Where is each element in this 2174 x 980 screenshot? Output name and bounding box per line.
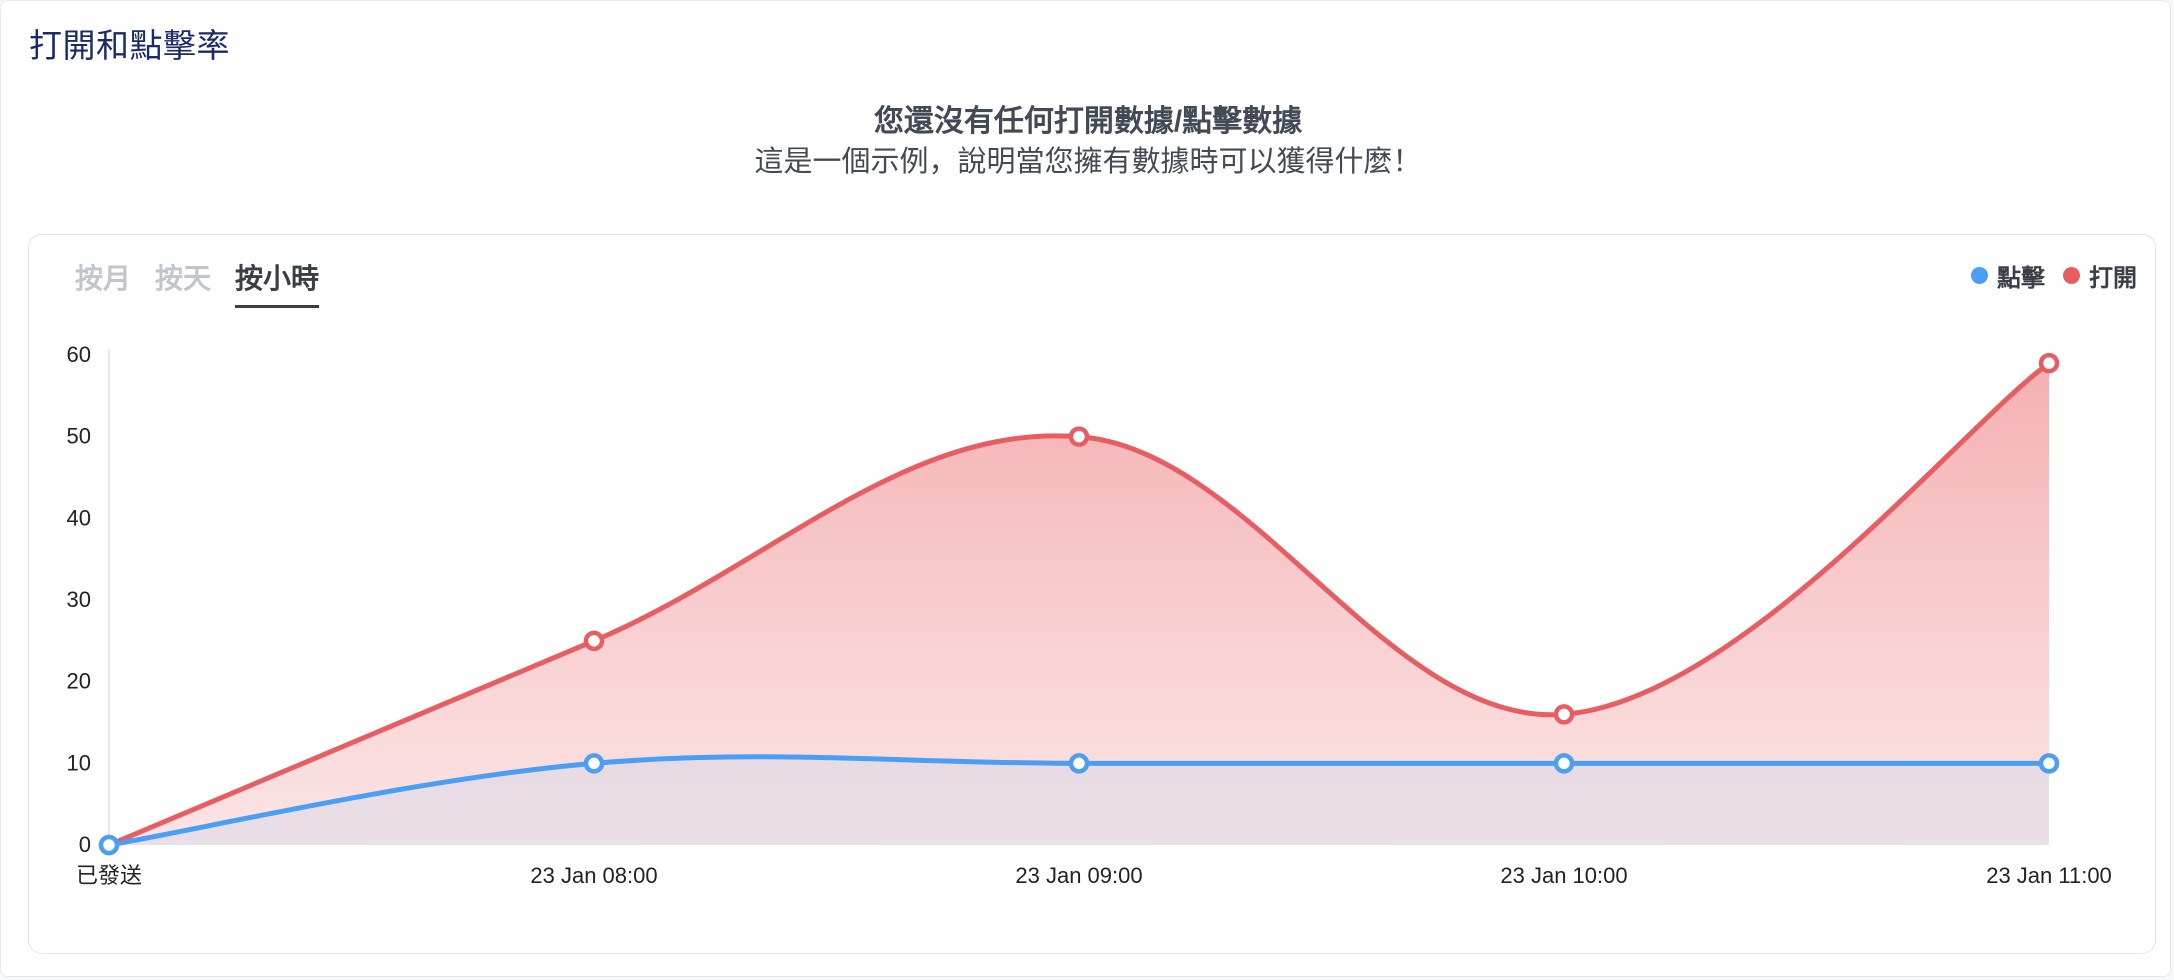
tab-by-hour[interactable]: 按小時 xyxy=(235,257,320,308)
open-click-chart: 0 10 20 30 40 50 60 已發送 23 Jan 08:00 23 Jan 09:00… xyxy=(67,342,2112,888)
series-area-clicks xyxy=(109,756,2049,845)
y-tick-label: 40 xyxy=(67,505,91,530)
chart-legend: 點擊 打開 xyxy=(1953,258,2137,293)
data-point-clicks xyxy=(583,753,605,774)
data-point-opens xyxy=(2038,352,2060,374)
data-point-clicks xyxy=(98,834,120,856)
time-granularity-tabs: 按月 按天 按小時 xyxy=(75,257,343,308)
legend-dot-clicks xyxy=(1971,267,1988,284)
x-tick-label: 已發送 xyxy=(76,863,142,888)
y-tick-label: 20 xyxy=(67,669,91,694)
x-tick-label: 23 Jan 11:00 xyxy=(1986,863,2112,888)
chart-card: 按月 按天 按小時 點擊 打開 0 10 20 30 40 50 60 已發送 23 Jan 0… xyxy=(28,234,2156,954)
series-line-opens xyxy=(106,360,2052,848)
y-tick-label: 0 xyxy=(79,832,91,857)
y-tick-label: 30 xyxy=(67,587,91,612)
tab-by-month[interactable]: 按月 xyxy=(75,263,132,294)
y-tick-label: 60 xyxy=(67,342,91,367)
legend-label-opens: 打開 xyxy=(2089,265,2137,292)
empty-state-subheading: 這是一個示例，說明當您擁有數據時可以獲得什麼！ xyxy=(754,146,1422,178)
x-tick-label: 23 Jan 09:00 xyxy=(1015,863,1142,888)
data-point-opens xyxy=(1068,426,1090,447)
empty-state-heading: 您還沒有任何打開數據/點擊數據 xyxy=(873,105,1303,138)
data-point-opens xyxy=(1553,704,1575,725)
panel-title: 打開和點擊率 xyxy=(29,27,230,64)
legend-dot-opens xyxy=(2063,267,2080,284)
legend-label-clicks: 點擊 xyxy=(1997,265,2045,292)
y-tick-label: 50 xyxy=(67,424,91,449)
y-tick-label: 10 xyxy=(67,750,91,775)
data-point-opens xyxy=(583,630,605,652)
x-tick-label: 23 Jan 10:00 xyxy=(1500,863,1627,888)
data-point-clicks xyxy=(1068,753,1090,774)
legend-item-clicks[interactable]: 點擊 xyxy=(1971,258,2045,293)
data-point-clicks xyxy=(1553,753,1575,774)
data-point-clicks xyxy=(2038,753,2060,774)
x-tick-label: 23 Jan 08:00 xyxy=(530,863,657,888)
legend-item-opens[interactable]: 打開 xyxy=(2063,258,2137,293)
tab-by-day[interactable]: 按天 xyxy=(155,263,212,294)
